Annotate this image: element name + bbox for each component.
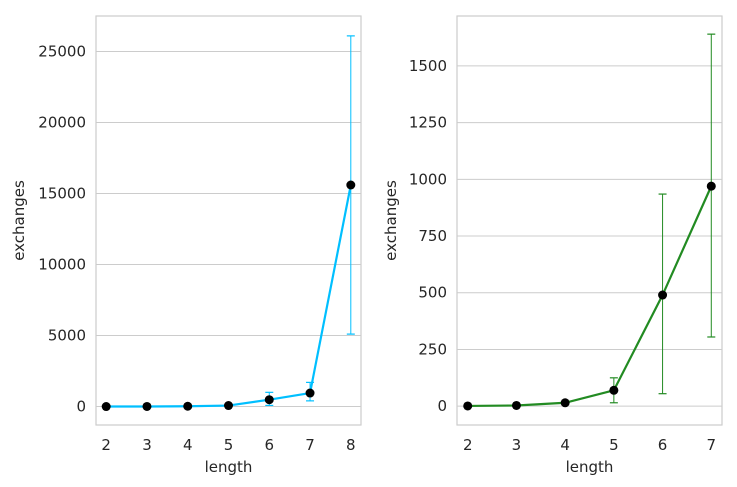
- x-tick-label-2: 4: [183, 436, 193, 454]
- y-tick-label-6: 1500: [409, 57, 447, 75]
- plot-frame: [456, 15, 723, 426]
- y-tick-label-0: 0: [76, 398, 86, 416]
- data-point-4: [183, 401, 193, 411]
- x-tick-label-1: 3: [512, 436, 522, 454]
- x-tick-label-2: 4: [560, 436, 570, 454]
- data-point-6: [264, 395, 274, 405]
- data-point-5: [224, 401, 233, 411]
- panel-2: 0 250 500 750 1000 1250 1500 2 3 4 5 6 7 length exchan…: [382, 15, 723, 476]
- data-point-4: [560, 398, 570, 408]
- x-tick-label-4: 6: [658, 436, 668, 454]
- y-tick-label-3: 15000: [38, 185, 86, 203]
- x-axis-label: length: [566, 458, 614, 476]
- data-point-2: [101, 402, 111, 412]
- data-point-8: [346, 180, 356, 190]
- data-point-3: [142, 401, 152, 411]
- y-tick-label-5: 25000: [38, 43, 86, 61]
- x-tick-label-5: 7: [707, 436, 717, 454]
- data-point-5: [609, 385, 619, 395]
- y-axis-label: exchanges: [10, 180, 28, 261]
- y-tick-label-5: 1250: [409, 114, 447, 132]
- y-tick-label-4: 20000: [38, 114, 86, 132]
- plot-frame: [95, 15, 362, 426]
- x-tick-label-4: 6: [264, 436, 274, 454]
- panel-1: 0 5000 10000 15000 20000 25000 2 3 4 5 6 7 8 length ex…: [10, 15, 362, 476]
- y-tick-label-3: 750: [418, 227, 447, 245]
- y-tick-label-2: 500: [418, 284, 447, 302]
- series-line: [106, 184, 352, 408]
- data-point-3: [511, 400, 521, 410]
- x-tick-label-0: 2: [463, 436, 473, 454]
- y-tick-label-1: 250: [418, 340, 447, 358]
- x-tick-label-1: 3: [142, 436, 152, 454]
- data-point-7: [706, 181, 716, 191]
- x-tick-label-0: 2: [101, 436, 111, 454]
- data-point-2: [463, 401, 473, 411]
- x-tick-label-3: 5: [224, 436, 234, 454]
- y-axis-label: exchanges: [382, 180, 400, 261]
- x-tick-label-3: 5: [609, 436, 619, 454]
- x-axis-label: length: [205, 458, 253, 476]
- data-point-6: [658, 290, 668, 300]
- series-line: [467, 185, 713, 408]
- y-tick-label-4: 1000: [409, 170, 447, 188]
- x-tick-label-5: 7: [305, 436, 315, 454]
- y-tick-label-1: 5000: [48, 327, 86, 345]
- y-tick-label-2: 10000: [38, 256, 86, 274]
- y-tick-label-0: 0: [437, 397, 447, 415]
- data-point-7: [305, 388, 315, 398]
- x-tick-label-6: 8: [346, 436, 356, 454]
